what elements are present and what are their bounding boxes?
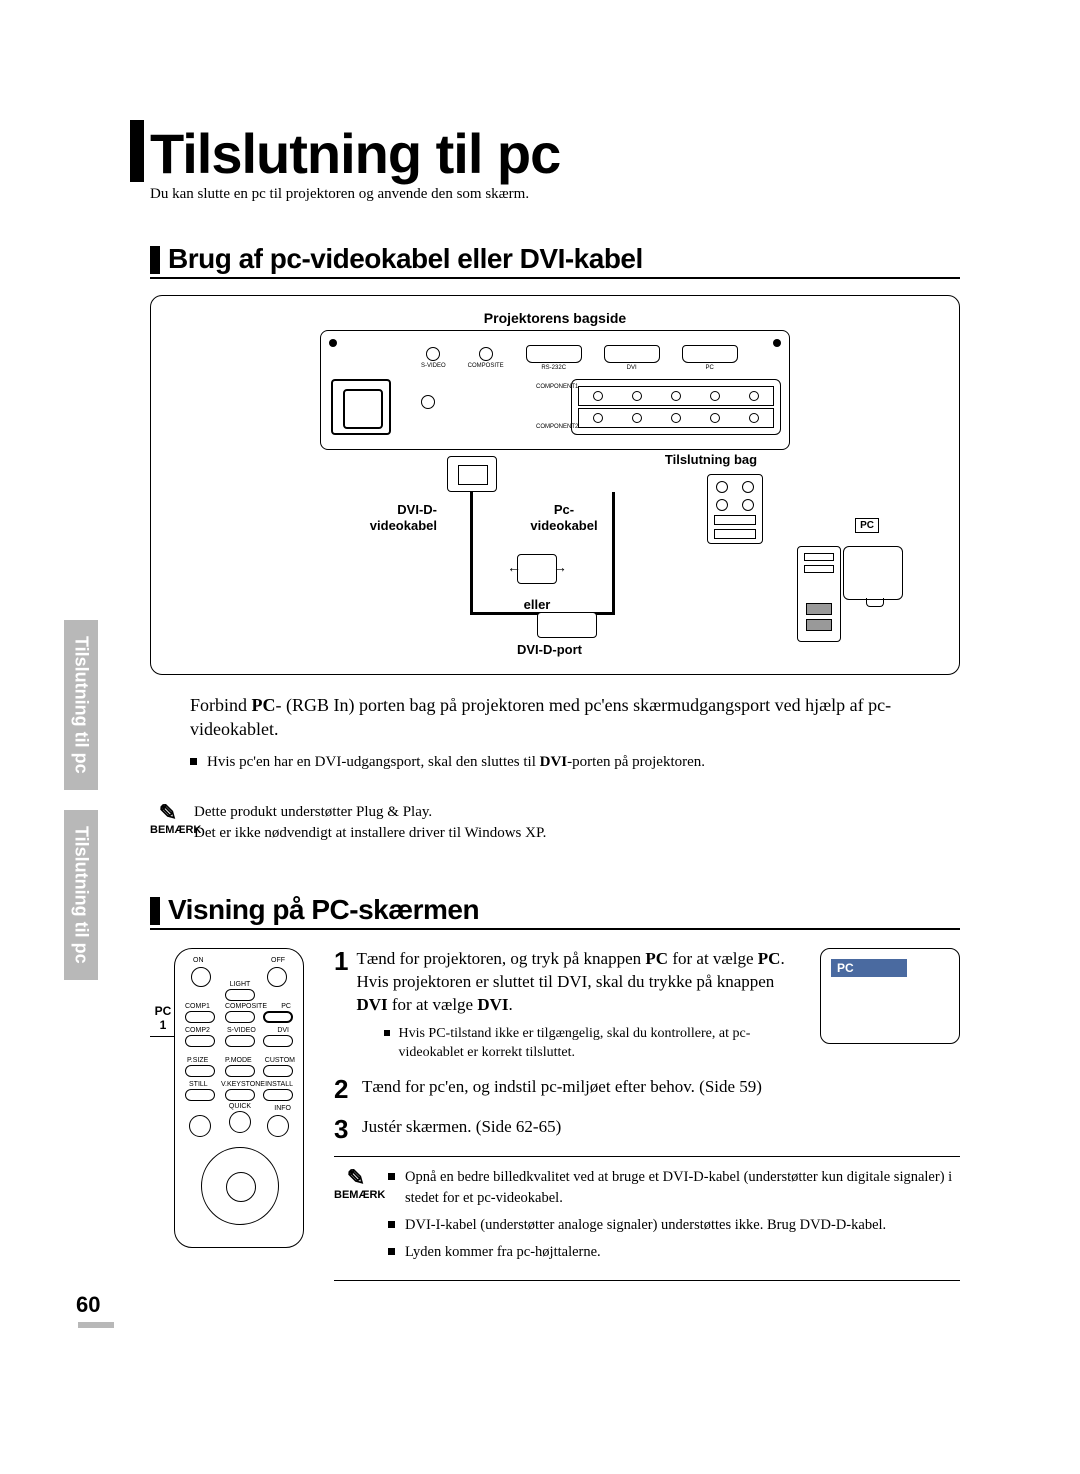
remote-icon: ON OFF LIGHT COMP1 COMPOSITE PC COMP2 S-… — [174, 948, 304, 1248]
note-icon: ✎ BEMÆRK — [334, 1167, 378, 1269]
dvi-connector-icon — [447, 456, 497, 492]
page-number: 60 — [76, 1292, 100, 1318]
projector-back-panel: S-VIDEO COMPOSITE RS-232C DVI PC COMPONE… — [320, 330, 790, 450]
section1-head: Brug af pc-videokabel eller DVI-kabel — [150, 243, 960, 279]
page-content: Tilslutning til pc Du kan slutte en pc t… — [130, 120, 960, 1281]
section1-title: Brug af pc-videokabel eller DVI-kabel — [168, 243, 643, 277]
title-bar — [130, 120, 144, 182]
pc-indicator-box: PC — [820, 948, 960, 1044]
note2-bullet-1: Opnå en bedre billedkvalitet ved at brug… — [388, 1167, 960, 1209]
note2-bullet-2: DVI-I-kabel (understøtter analoge signal… — [388, 1215, 960, 1236]
component-block-icon: COMPONENT1 COMPONENT2 — [571, 379, 781, 435]
label-dvi-d-cable: DVI-D-videokabel — [347, 502, 437, 533]
nav-ring-icon — [201, 1147, 279, 1225]
section-bar — [150, 246, 160, 274]
diagram-caption-top: Projektorens bagside — [167, 310, 943, 326]
side-tab-2: Tilslutning til pc — [64, 810, 98, 980]
remote-pointer-label: PC — [150, 1004, 176, 1018]
section2-note: ✎ BEMÆRK Opnå en bedre billedkvalitet ve… — [334, 1156, 960, 1280]
eller-label: eller — [524, 597, 551, 612]
section1-bullet: Hvis pc'en har en DVI-udgangsport, skal … — [190, 752, 950, 772]
page-subtitle: Du kan slutte en pc til projektoren og a… — [150, 186, 960, 203]
page-title: Tilslutning til pc — [150, 126, 560, 182]
side-tab-1: Tilslutning til pc — [64, 620, 98, 790]
section2-head: Visning på PC-skærmen — [150, 894, 960, 930]
note2-bullet-3: Lyden kommer fra pc-højttalerne. — [388, 1242, 960, 1263]
dvi-port-icon — [537, 612, 597, 638]
note-icon: ✎ BEMÆRK — [150, 802, 186, 836]
cable-diagram: Tilslutning bag DVI-D-videokabel Pc-vide… — [167, 456, 943, 656]
page-title-row: Tilslutning til pc — [130, 120, 960, 182]
remote-illustration: PC 1 ON OFF LIGHT COMP1 COMPOSITE PC — [150, 948, 310, 1281]
section2-title: Visning på PC-skærmen — [168, 894, 479, 928]
remote-pointer-num: 1 — [150, 1018, 176, 1032]
pc-box-label: PC — [855, 518, 879, 533]
step-3: 3 Justér skærmen. (Side 62-65) — [334, 1116, 960, 1142]
section1-body: Forbind PC- (RGB In) porten bag på proje… — [190, 693, 950, 772]
note-line-1: Dette produkt understøtter Plug & Play. — [194, 802, 960, 823]
label-tilslutning-bag: Tilslutning bag — [661, 452, 761, 468]
section-bar — [150, 897, 160, 925]
pc-indicator-label: PC — [831, 959, 907, 977]
page-number-bar — [78, 1322, 114, 1328]
power-inlet-icon — [331, 379, 391, 435]
pc-tower-icon — [783, 546, 903, 656]
label-pc-cable: Pc-videokabel — [519, 502, 609, 533]
connection-diagram: Projektorens bagside S-VIDEO COMPOSITE R… — [150, 295, 960, 675]
eller-connector: ← → eller — [457, 544, 617, 594]
step-2: 2 Tænd for pc'en, og indstil pc-miljøet … — [334, 1076, 960, 1102]
dvi-port-label: DVI-D-port — [517, 642, 582, 657]
pc-back-connector-icon — [707, 474, 763, 544]
steps-column: PC 1 Tænd for projektoren, og tryk på kn… — [334, 948, 960, 1281]
section1-note: ✎ BEMÆRK Dette produkt understøtter Plug… — [150, 802, 960, 844]
note-line-2: Det er ikke nødvendigt at installere dri… — [194, 823, 960, 844]
